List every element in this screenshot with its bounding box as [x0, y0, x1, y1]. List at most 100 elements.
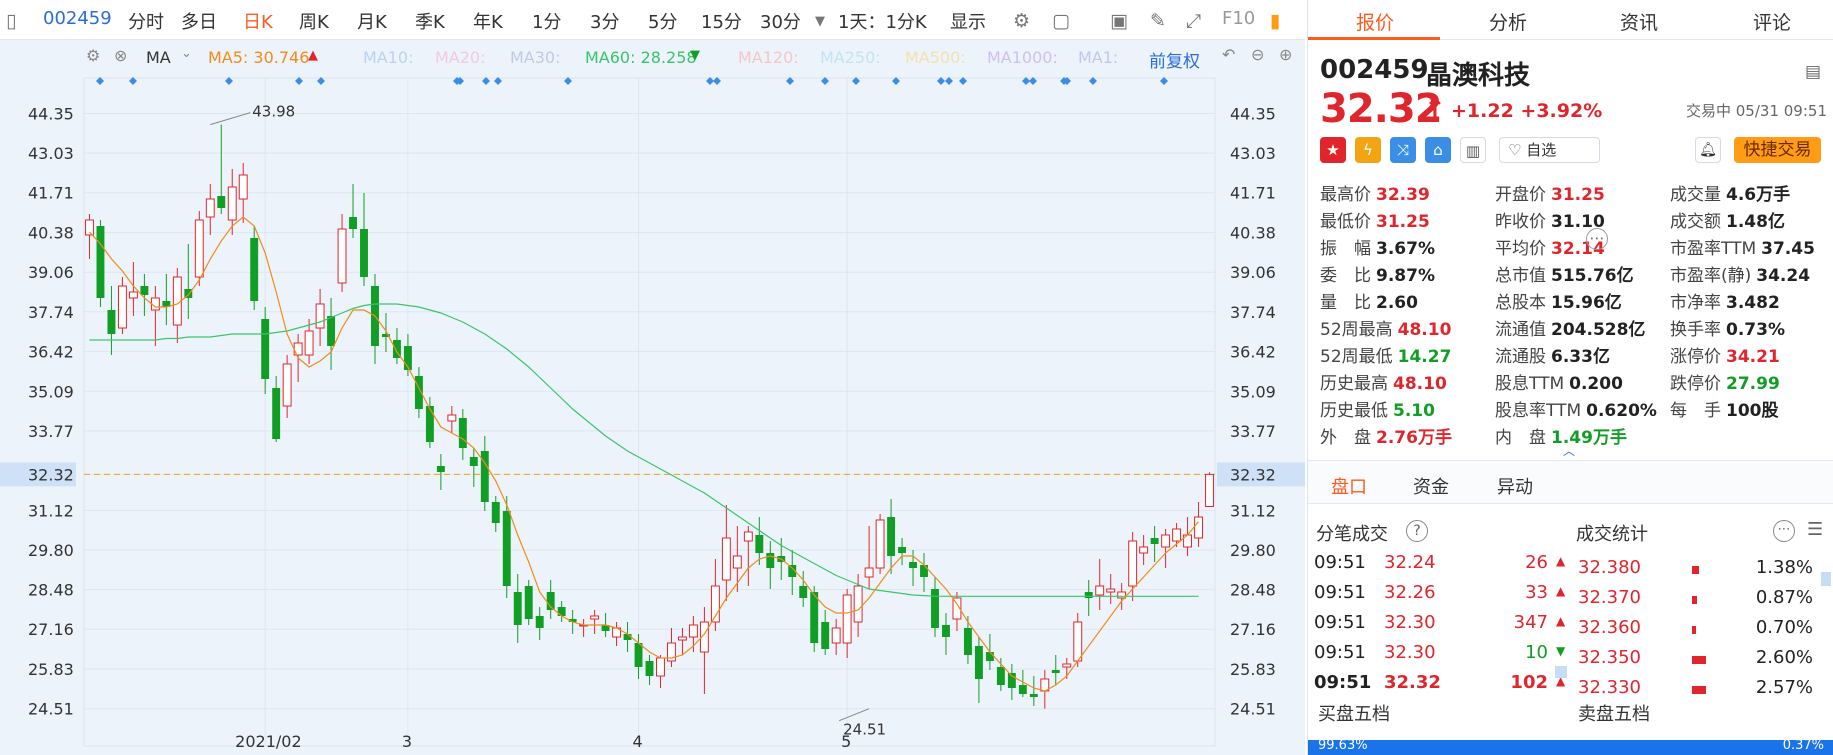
help-icon[interactable]: ?	[1406, 520, 1428, 542]
zoom-out-icon[interactable]: ⊖	[1251, 45, 1265, 64]
tag-icon[interactable]: ⌂	[1425, 137, 1451, 163]
tab-zijin[interactable]: 资金	[1413, 477, 1449, 498]
ma-select[interactable]: MA	[146, 48, 171, 67]
candle-body	[425, 406, 434, 442]
candle-body	[920, 565, 928, 577]
candle-body	[85, 219, 94, 236]
tab-5min[interactable]: 5分	[648, 12, 678, 33]
candle-body	[699, 621, 709, 653]
ma5-label: MA5: 30.746	[208, 48, 310, 67]
y-tick-label-left: 25.83	[28, 660, 74, 679]
camera-icon[interactable]: ▣	[1110, 10, 1128, 32]
quote-field: 成交额 1.48亿	[1670, 207, 1785, 232]
chevron-down-icon[interactable]: ▼	[815, 14, 825, 29]
candle-body	[810, 592, 819, 643]
lightning-icon[interactable]: ϟ	[1355, 137, 1381, 163]
y-tick-label-right: 33.77	[1230, 422, 1276, 441]
sidebar-toggle-icon[interactable]: ▯	[6, 10, 17, 32]
add-watchlist-button[interactable]: ♡ 自选	[1499, 137, 1600, 163]
quote-field: 市盈率TTM 37.45	[1670, 234, 1815, 259]
tab-1min[interactable]: 1分	[532, 12, 562, 33]
tab-yuek[interactable]: 月K	[357, 12, 387, 33]
stat-bar	[1692, 686, 1706, 694]
candle-body	[1194, 516, 1203, 539]
pencil-icon[interactable]: ✎	[1150, 10, 1166, 32]
quick-trade-button[interactable]: 快捷交易	[1734, 137, 1821, 163]
adjust-select[interactable]: 前复权	[1149, 52, 1200, 72]
candle-body	[360, 229, 368, 277]
tab-jik[interactable]: 季K	[415, 12, 445, 33]
tab-pankou[interactable]: 盘口	[1331, 477, 1367, 498]
stat-percent: 2.57%	[1755, 677, 1813, 698]
x-tick-label: 3	[402, 732, 412, 751]
tab-30min[interactable]: 30分	[760, 12, 801, 33]
tab-yidong[interactable]: 异动	[1497, 477, 1533, 498]
candle-body	[502, 511, 511, 586]
display-menu[interactable]: 显示	[950, 12, 986, 33]
quote-field-value: 37.45	[1761, 239, 1815, 259]
tab-duori[interactable]: 多日	[181, 12, 217, 33]
tab-zhouk[interactable]: 周K	[299, 12, 329, 33]
stat-price: 32.330	[1578, 677, 1641, 698]
tick-time: 09:51	[1314, 672, 1372, 693]
tab-quote[interactable]: 报价	[1356, 12, 1395, 34]
candle-body	[601, 625, 610, 631]
x-tick-label: 2021/02	[235, 732, 301, 751]
buy-book-title: 买盘五档	[1318, 704, 1390, 725]
y-tick-label-right: 27.16	[1230, 620, 1276, 639]
tab-analysis[interactable]: 分析	[1489, 12, 1528, 34]
candle-body	[469, 457, 478, 466]
tick-volume: 33	[1525, 582, 1548, 603]
tab-15min[interactable]: 15分	[701, 12, 742, 33]
candle-body	[1007, 673, 1016, 688]
settings-icon[interactable]: ⚙	[86, 46, 101, 65]
scrollbar-thumb[interactable]	[1821, 572, 1831, 586]
candle-body	[732, 555, 742, 569]
event-marker-icon	[225, 77, 233, 85]
y-tick-label-right: 41.71	[1230, 184, 1276, 203]
zoom-in-icon[interactable]: ⊕	[1279, 45, 1293, 64]
expand-icon[interactable]: ⤢	[1186, 10, 1202, 32]
quote-field-value: 31.25	[1376, 212, 1430, 232]
more-icon[interactable]: ⋯	[1586, 228, 1608, 250]
period-select[interactable]: 1天：1分K	[838, 12, 927, 33]
bell-icon[interactable]: 🔔︎	[1695, 137, 1721, 163]
kline-chart[interactable]: 44.35 44.35 43.03 43.03 41.71 41.71 40.38 40.38…	[0, 40, 1305, 755]
tab-3min[interactable]: 3分	[590, 12, 620, 33]
list-icon[interactable]: ☰	[1807, 519, 1824, 540]
annotation-leader	[838, 708, 870, 722]
tab-fenshi[interactable]: 分时	[128, 12, 164, 33]
candle-body	[1117, 591, 1127, 599]
ma30-label: MA30:	[510, 48, 561, 67]
candle-body	[766, 553, 775, 568]
candle-body	[217, 196, 226, 208]
candle-body	[623, 634, 632, 640]
undo-icon[interactable]: ↶	[1222, 45, 1236, 64]
f10-button[interactable]: F10	[1222, 8, 1256, 29]
chevron-down-icon[interactable]: ⌄	[181, 46, 192, 61]
quote-field-label: 总市值	[1495, 266, 1546, 286]
panel-toggle-icon[interactable]: ▮	[1270, 10, 1281, 32]
tab-comments[interactable]: 评论	[1753, 12, 1792, 34]
more-icon[interactable]: ⋯	[1773, 520, 1795, 542]
tick-time: 09:51	[1314, 552, 1366, 573]
candle-body	[414, 376, 423, 409]
gear-icon[interactable]: ⚙	[1013, 10, 1031, 32]
candle-body	[392, 340, 401, 358]
tab-niank[interactable]: 年K	[473, 12, 503, 33]
shuffle-icon[interactable]: ⤨	[1390, 137, 1416, 163]
scroll-indicator[interactable]	[1555, 666, 1567, 678]
stats-title: 成交统计	[1576, 524, 1648, 545]
bookmark-icon[interactable]: ▥	[1460, 137, 1486, 163]
flag-icon[interactable]: ★	[1320, 137, 1346, 163]
tab-news[interactable]: 资讯	[1620, 12, 1659, 34]
quote-field: 52周最高 48.10	[1320, 315, 1451, 340]
rectangle-icon[interactable]: ▢	[1052, 10, 1070, 32]
panel-layout-icon[interactable]: ▤	[1805, 62, 1822, 82]
tab-rik[interactable]: 日K	[243, 12, 273, 33]
kline-chart-area: 44.35 44.35 43.03 43.03 41.71 41.71 40.38 40.38…	[0, 40, 1305, 755]
stock-code-label[interactable]: 002459	[43, 8, 112, 29]
candle-body	[1073, 621, 1083, 662]
close-icon[interactable]: ⊗	[114, 46, 128, 65]
chevron-up-icon[interactable]: ︿	[1563, 444, 1576, 458]
